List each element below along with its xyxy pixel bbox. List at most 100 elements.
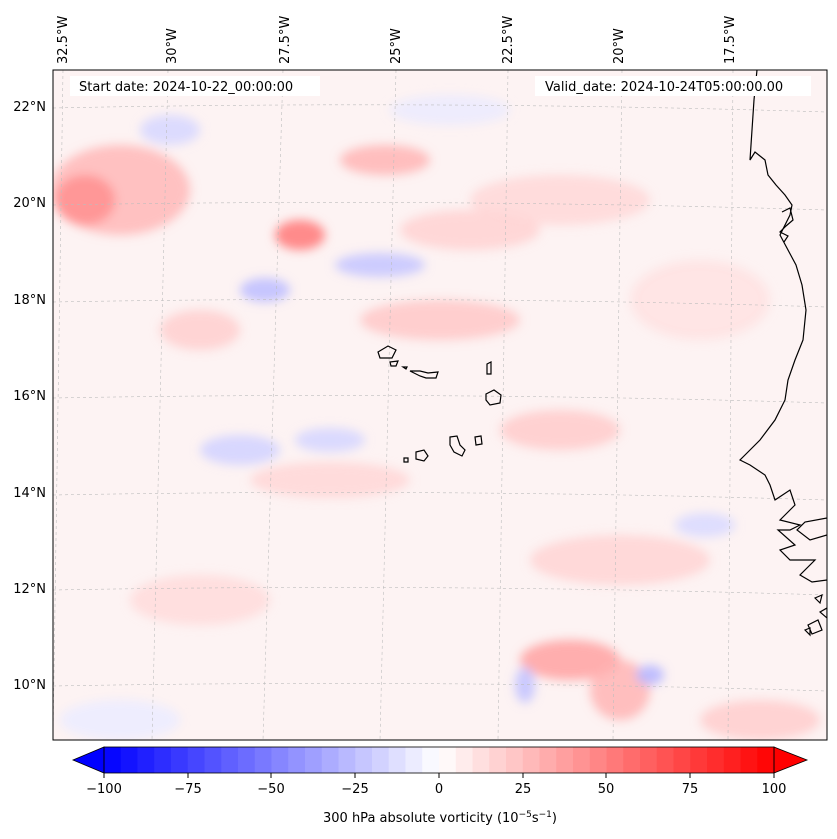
- colorbar-segment: [522, 747, 540, 773]
- vort-blob: [530, 535, 710, 585]
- cbar-tick-label: 75: [682, 782, 699, 797]
- vort-blob: [250, 462, 410, 498]
- lon-label: 30°W: [165, 28, 180, 64]
- colorbar-segment: [506, 747, 524, 773]
- colorbar-segment: [338, 747, 356, 773]
- vorticity-field: [53, 95, 820, 740]
- colorbar-extend-low: [71, 746, 105, 774]
- colorbar-segment: [271, 747, 289, 773]
- cbar-tick-label: 100: [762, 782, 787, 797]
- cbar-tick-label: 50: [598, 782, 615, 797]
- cbar-tick-label: 25: [515, 782, 532, 797]
- lon-label: 25°W: [389, 28, 404, 64]
- colorbar-segment: [539, 747, 557, 773]
- cbar-tick-label: 0: [435, 782, 443, 797]
- colorbar-segment: [573, 747, 591, 773]
- colorbar-segment: [288, 747, 306, 773]
- lat-label: 12°N: [13, 582, 46, 597]
- vort-blob: [60, 700, 180, 740]
- lat-label: 10°N: [13, 678, 46, 693]
- lon-label: 32.5°W: [56, 16, 71, 64]
- valid-date-bg: [535, 76, 811, 96]
- lat-label: 16°N: [13, 389, 46, 404]
- vort-blob: [590, 660, 650, 720]
- colorbar-segment: [740, 747, 758, 773]
- vort-blob: [470, 175, 650, 225]
- lat-label: 18°N: [13, 293, 46, 308]
- vort-blob: [700, 700, 820, 740]
- map-frame: [52, 69, 828, 741]
- vort-blob: [340, 145, 430, 175]
- start-date-label: Start date: 2024-10-22_00:00:00: [79, 80, 293, 95]
- colorbar-segment: [355, 747, 373, 773]
- vort-blob: [630, 260, 770, 340]
- cbar-tick-label: −50: [257, 782, 284, 797]
- colorbar-segment: [707, 747, 725, 773]
- longitude-labels: 32.5°W 30°W 27.5°W 25°W 22.5°W 20°W 17.5…: [56, 16, 738, 64]
- colorbar-segment: [154, 747, 172, 773]
- island-brava: [403, 457, 409, 463]
- vort-blob: [160, 310, 240, 350]
- africa-coastline: [738, 70, 827, 583]
- colorbar-segment: [472, 747, 490, 773]
- lat-label: 14°N: [13, 486, 46, 501]
- island-sao-vicente: [389, 360, 399, 367]
- colorbar-segment: [606, 747, 624, 773]
- cbar-label-exp2: −1: [539, 810, 552, 820]
- colorbar-segment: [187, 747, 205, 773]
- colorbar-segment: [439, 747, 457, 773]
- vort-blob: [360, 300, 520, 340]
- colorbar-segment: [372, 747, 390, 773]
- colorbar-segment: [238, 747, 256, 773]
- colorbar-segment: [137, 747, 155, 773]
- cbar-label-mid: s: [532, 811, 539, 826]
- lon-label: 22.5°W: [501, 16, 516, 64]
- vort-blob: [55, 175, 115, 225]
- colorbar-segment: [388, 747, 406, 773]
- colorbar-segment: [656, 747, 674, 773]
- cbar-label-text: 300 hPa absolute vorticity (10: [323, 811, 519, 826]
- vort-blob: [140, 115, 200, 145]
- vort-blob: [130, 575, 270, 625]
- lon-label: 20°W: [612, 28, 627, 64]
- vort-blob: [275, 220, 325, 250]
- colorbar-extend-high: [773, 746, 809, 774]
- valid-date-label: Valid_date: 2024-10-24T05:00:00.00: [545, 80, 783, 95]
- africa-coastline-2: [796, 517, 827, 541]
- lat-label: 20°N: [13, 196, 46, 211]
- cbar-tick-label: −100: [86, 782, 122, 797]
- island-santiago: [449, 435, 466, 457]
- latitude-labels: 22°N 20°N 18°N 16°N 14°N 12°N 10°N: [13, 100, 46, 693]
- vort-blob: [636, 665, 664, 685]
- vort-blob: [520, 640, 620, 680]
- vort-blob: [390, 95, 510, 125]
- vort-blob: [335, 253, 425, 277]
- colorbar-segment: [690, 747, 708, 773]
- colorbar-segment: [757, 747, 775, 773]
- vort-blob: [295, 428, 365, 452]
- colorbar-segment: [120, 747, 138, 773]
- colorbar-segment: [556, 747, 574, 773]
- colorbar-segment: [422, 747, 440, 773]
- colorbar-segment: [623, 747, 641, 773]
- colorbar-label: 300 hPa absolute vorticity (10−5s−1): [323, 810, 557, 826]
- colorbar-segment: [640, 747, 658, 773]
- colorbar-segments: [104, 747, 775, 773]
- vort-blob: [500, 410, 620, 450]
- colorbar-ticks: [103, 773, 775, 778]
- colorbar-segment: [723, 747, 741, 773]
- colorbar-segment: [305, 747, 323, 773]
- colorbar-segment: [455, 747, 473, 773]
- cbar-label-close: ): [552, 811, 557, 826]
- vort-blob: [400, 210, 540, 250]
- vort-blob: [675, 513, 735, 537]
- colorbar-segment: [104, 747, 122, 773]
- island-santa-luzia: [401, 366, 408, 370]
- colorbar-segment: [254, 747, 272, 773]
- vort-blob: [240, 278, 290, 302]
- lat-label: 22°N: [13, 100, 46, 115]
- colorbar-segment: [321, 747, 339, 773]
- island-sao-nicolau: [409, 370, 439, 379]
- island-maio: [474, 435, 483, 446]
